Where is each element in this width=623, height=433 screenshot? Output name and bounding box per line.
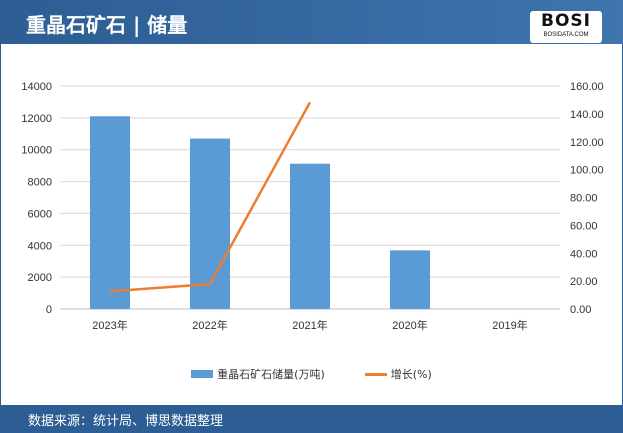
y-right-tick-label: 60.00 [570, 220, 598, 232]
bar [190, 138, 230, 309]
y-left-tick-label: 0 [46, 304, 52, 316]
bar [390, 250, 430, 309]
x-tick-label: 2019年 [492, 318, 527, 332]
y-right-tick-label: 40.00 [570, 248, 598, 260]
y-right-tick-label: 140.00 [570, 109, 604, 121]
footer-bar: 数据来源：统计局、博思数据整理 [0, 405, 623, 433]
legend-bar-label: 重晶石矿石储量(万吨) [217, 368, 325, 381]
y-left-tick-label: 8000 [28, 177, 52, 189]
y-left-tick-label: 14000 [21, 81, 52, 93]
y-left-tick-label: 2000 [28, 272, 52, 284]
y-left-tick-label: 6000 [28, 208, 52, 220]
bar [90, 116, 130, 309]
logo-subtext: BOSIDATA.COM [543, 32, 589, 38]
y-left-tick-label: 10000 [21, 145, 52, 157]
logo-text: BOSI [541, 11, 591, 31]
y-right-tick-label: 160.00 [570, 81, 604, 93]
x-tick-label: 2021年 [292, 318, 327, 332]
bar [290, 163, 330, 309]
x-tick-label: 2020年 [392, 318, 427, 332]
x-tick-label: 2023年 [92, 318, 127, 332]
y-left-tick-label: 4000 [28, 240, 52, 252]
y-left-tick-label: 12000 [21, 113, 52, 125]
legend: 重晶石矿石储量(万吨) 增长(%) [0, 366, 623, 382]
page-title: 重晶石矿石 | 储量 [26, 13, 188, 37]
legend-line-label: 增长(%) [390, 368, 432, 381]
y-right-tick-label: 120.00 [570, 137, 604, 149]
bosi-logo: BOSI BOSIDATA.COM [530, 11, 602, 43]
y-right-tick-label: 20.00 [570, 276, 598, 288]
legend-bar-swatch [191, 370, 214, 378]
legend-line-swatch [364, 372, 387, 376]
y-right-tick-label: 80.00 [570, 193, 598, 205]
y-right-tick-label: 100.00 [570, 165, 604, 177]
data-source: 数据来源：统计局、博思数据整理 [28, 414, 224, 429]
x-tick-label: 2022年 [192, 318, 227, 332]
y-right-tick-label: 0.00 [570, 304, 591, 316]
header-bar: 重晶石矿石 | 储量 BOSI BOSIDATA.COM [0, 0, 623, 44]
